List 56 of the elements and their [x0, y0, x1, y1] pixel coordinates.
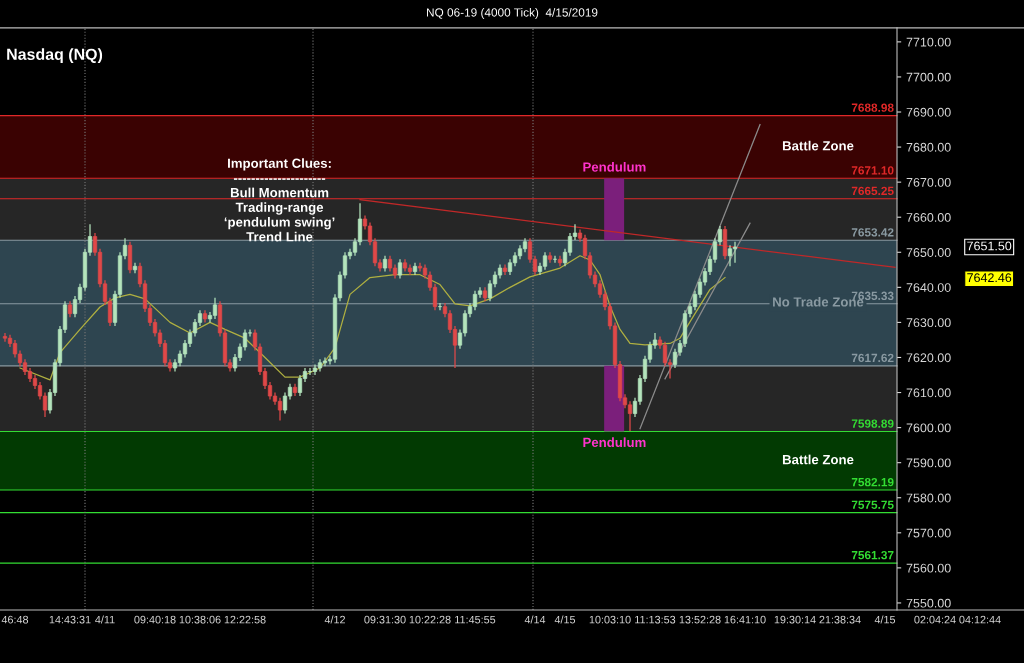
- y-tick-label: 7670.00: [906, 177, 951, 187]
- x-tick-label: 16:41:10: [724, 615, 766, 624]
- y-tick-label: 7680.00: [906, 142, 951, 152]
- x-tick-label: 4/15: [554, 615, 576, 624]
- y-tick-label: 7630.00: [906, 318, 951, 328]
- x-tick-label: 46:48: [1, 615, 29, 624]
- x-tick-label: 09:31:30: [364, 615, 406, 624]
- x-tick-label: 02:04:24: [914, 615, 956, 624]
- y-tick-label: 7690.00: [906, 107, 951, 117]
- annotation: 7651.50: [967, 241, 1012, 251]
- y-tick-label: 7590.00: [906, 458, 951, 468]
- y-tick-label: 7710.00: [906, 37, 951, 47]
- y-tick-label: 7550.00: [906, 598, 951, 608]
- x-tick-label: 11:45:55: [455, 615, 496, 624]
- ref-line-label: 7688.98: [851, 103, 894, 112]
- band-label: Battle Zone: [782, 140, 854, 151]
- ref-line-label: 7665.25: [851, 186, 894, 196]
- chart-title: NQ 06-19 (4000 Tick) 4/15/2019: [427, 7, 598, 19]
- x-tick-label: 10:38:06: [179, 615, 221, 624]
- x-tick-label: 4/15: [874, 615, 896, 624]
- ref-line-label: 7561.37: [851, 550, 894, 560]
- x-tick-label: 13:52:28: [679, 615, 721, 624]
- y-tick-label: 7570.00: [906, 528, 951, 538]
- y-tick-label: 7640.00: [906, 283, 951, 292]
- x-tick-label: 4/11: [95, 615, 115, 624]
- x-tick-label: 4/12: [324, 615, 345, 624]
- x-tick-label: 12:22:58: [224, 615, 266, 624]
- ref-line-label: 7582.19: [851, 477, 894, 487]
- y-tick-label: 7660.00: [906, 213, 951, 222]
- x-tick-label: 14:43:31: [49, 615, 91, 624]
- band-label: Battle Zone: [782, 454, 854, 465]
- x-tick-label: 10:22:28: [409, 615, 451, 624]
- ref-line-label: 7617.62: [851, 353, 894, 363]
- annotation: Pendulum: [583, 161, 646, 172]
- y-tick-label: 7600.00: [906, 423, 951, 433]
- x-tick-label: 09:40:18: [134, 615, 176, 624]
- text: Nasdaq (NQ): [7, 48, 103, 64]
- y-tick-label: 7610.00: [906, 388, 951, 398]
- ref-line-label: 7598.89: [851, 419, 894, 428]
- x-tick-label: 11:13:53: [635, 615, 676, 624]
- x-tick-label: 4/14: [524, 615, 546, 624]
- y-tick-label: 7650.00: [906, 248, 951, 257]
- annotation: 7642.46: [967, 273, 1012, 283]
- ref-line-label: 7653.42: [851, 228, 894, 237]
- y-tick-label: 7700.00: [906, 72, 951, 82]
- x-tick-label: 10:03:10: [589, 615, 631, 624]
- annotation: Pendulum: [583, 437, 646, 448]
- ref-line-label: 7671.10: [851, 166, 894, 175]
- x-tick-label: 19:30:14: [774, 615, 816, 624]
- y-tick-label: 7620.00: [906, 353, 951, 363]
- annotation: Important Clues: --------------------- Bull Momentum Trading-range ‘pendulum swing’ Trend Line: [224, 158, 335, 242]
- y-tick-label: 7580.00: [906, 493, 951, 503]
- ref-line-label: 7575.75: [851, 500, 894, 509]
- y-tick-label: 7560.00: [906, 563, 951, 573]
- x-tick-label: 21:38:34: [819, 615, 861, 624]
- x-tick-label: 04:12:44: [959, 615, 1001, 624]
